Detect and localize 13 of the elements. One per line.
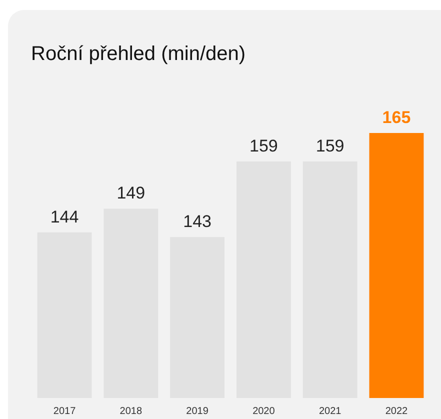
- data-label: 159: [250, 136, 278, 156]
- data-label: 165: [382, 108, 411, 127]
- x-tick-label: 2018: [120, 406, 142, 417]
- chart-title: Roční přehled (min/den): [31, 43, 246, 65]
- data-label: 159: [316, 136, 344, 156]
- data-label: 149: [116, 184, 146, 203]
- data-label: 144: [50, 207, 79, 226]
- x-tick-label: 2021: [318, 406, 342, 417]
- x-tick-label: 2020: [252, 406, 276, 417]
- x-tick-label: 2022: [385, 406, 408, 417]
- x-tick-label: 2019: [186, 406, 209, 417]
- data-label: 143: [183, 212, 212, 232]
- x-tick-label: 2017: [53, 406, 76, 417]
